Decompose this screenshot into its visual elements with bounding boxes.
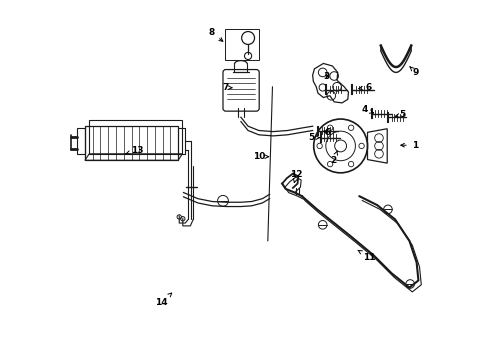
Text: 6: 6 — [323, 128, 330, 137]
Text: 4: 4 — [361, 105, 373, 114]
Text: 9: 9 — [409, 67, 418, 77]
Text: 6: 6 — [358, 83, 371, 92]
Text: 2: 2 — [329, 151, 337, 166]
Text: 10: 10 — [252, 152, 268, 161]
Text: 5: 5 — [395, 110, 405, 119]
Text: 13: 13 — [125, 146, 143, 155]
Text: 11: 11 — [357, 250, 375, 262]
Text: 3: 3 — [323, 72, 329, 81]
Text: 1: 1 — [400, 141, 417, 150]
Bar — [224, 30, 258, 60]
Text: 5: 5 — [307, 133, 320, 142]
Text: 8: 8 — [208, 28, 223, 41]
Text: 7: 7 — [222, 83, 232, 92]
Text: 12: 12 — [290, 170, 302, 183]
Text: 14: 14 — [155, 293, 171, 307]
